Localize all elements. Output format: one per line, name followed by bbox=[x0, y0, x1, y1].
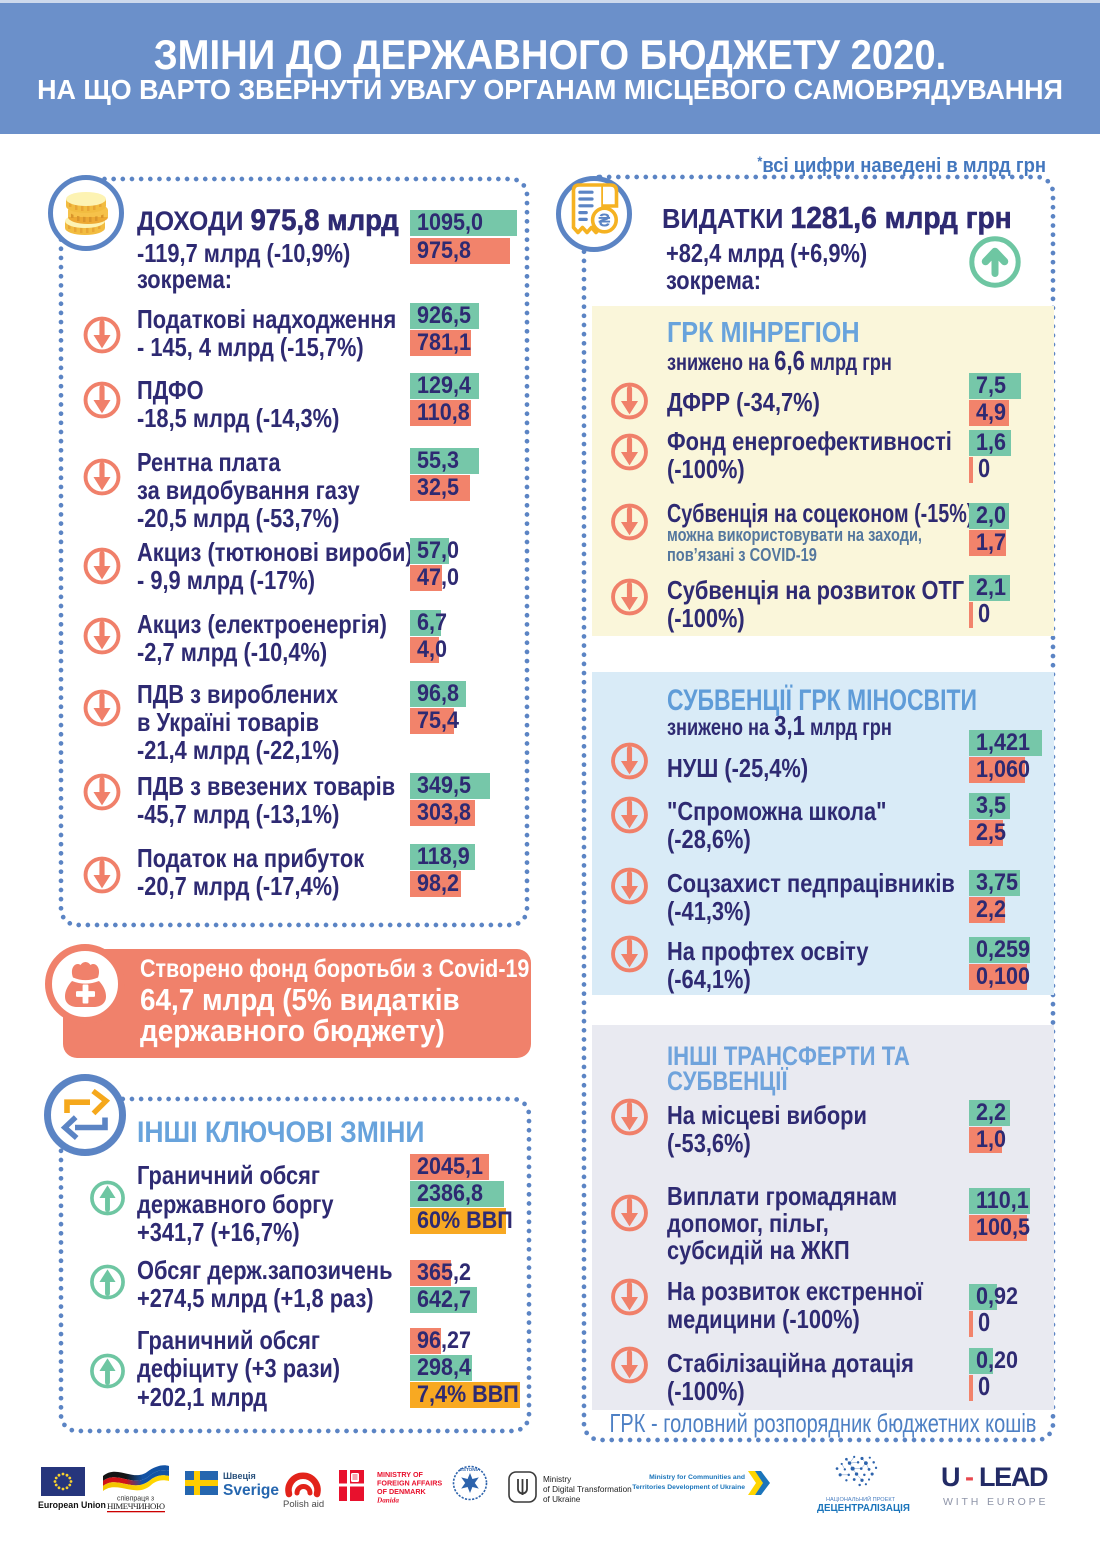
svg-text:WITH EUROPE: WITH EUROPE bbox=[943, 1496, 1053, 1508]
svg-text:Ministry for Communities and: Ministry for Communities and bbox=[649, 1474, 745, 1481]
svg-text:Швеція: Швеція bbox=[223, 1471, 256, 1481]
svg-text:Danida: Danida bbox=[376, 1497, 399, 1505]
svg-text:співпраця з: співпраця з bbox=[117, 1495, 154, 1503]
svg-text:Polish aid: Polish aid bbox=[283, 1499, 324, 1510]
svg-text:FOREIGN AFFAIRS: FOREIGN AFFAIRS bbox=[377, 1479, 442, 1488]
svg-text:of Digital Transformation: of Digital Transformation bbox=[543, 1485, 632, 1494]
svg-text:MINISTRY OF: MINISTRY OF bbox=[377, 1470, 424, 1479]
svg-text:₴: ₴ bbox=[598, 211, 610, 231]
svg-text:Territories Development of Ukr: Territories Development of Ukraine bbox=[632, 1484, 745, 1491]
svg-text:LEAD: LEAD bbox=[979, 1462, 1053, 1492]
svg-text:-: - bbox=[965, 1462, 979, 1492]
svg-text:ДЕЦЕНТРАЛІЗАЦІЯ: ДЕЦЕНТРАЛІЗАЦІЯ bbox=[817, 1503, 910, 1514]
svg-text:U: U bbox=[941, 1462, 965, 1492]
svg-text:European Union: European Union bbox=[38, 1500, 106, 1510]
svg-text:НАЦІОНАЛЬНИЙ ПРОЕКТ: НАЦІОНАЛЬНИЙ ПРОЕКТ bbox=[826, 1495, 896, 1503]
svg-text:of Ukraine: of Ukraine bbox=[543, 1495, 581, 1504]
svg-text:OF DENMARK: OF DENMARK bbox=[377, 1487, 427, 1496]
svg-text:ESTONIA: ESTONIA bbox=[460, 1467, 481, 1472]
svg-text:НІМЕЧЧИНОЮ: НІМЕЧЧИНОЮ bbox=[107, 1501, 165, 1511]
svg-text:Sverige: Sverige bbox=[223, 1482, 279, 1499]
svg-text:Ministry: Ministry bbox=[543, 1475, 572, 1484]
